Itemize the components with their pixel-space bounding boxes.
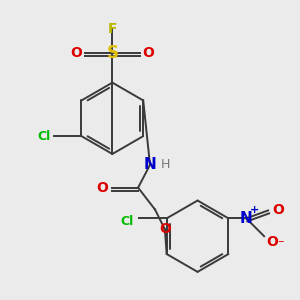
Text: O: O bbox=[159, 222, 171, 236]
Text: O: O bbox=[142, 46, 154, 60]
Text: F: F bbox=[108, 22, 117, 36]
Text: O: O bbox=[97, 181, 108, 195]
Text: ⁻: ⁻ bbox=[278, 238, 284, 250]
Text: H: H bbox=[161, 158, 170, 171]
Text: O: O bbox=[71, 46, 82, 60]
Text: O: O bbox=[272, 203, 284, 218]
Text: O: O bbox=[266, 235, 278, 249]
Text: S: S bbox=[106, 44, 119, 62]
Text: +: + bbox=[250, 206, 259, 215]
Text: N: N bbox=[144, 158, 156, 172]
Text: N: N bbox=[240, 211, 253, 226]
Text: Cl: Cl bbox=[37, 130, 50, 142]
Text: Cl: Cl bbox=[120, 215, 134, 228]
